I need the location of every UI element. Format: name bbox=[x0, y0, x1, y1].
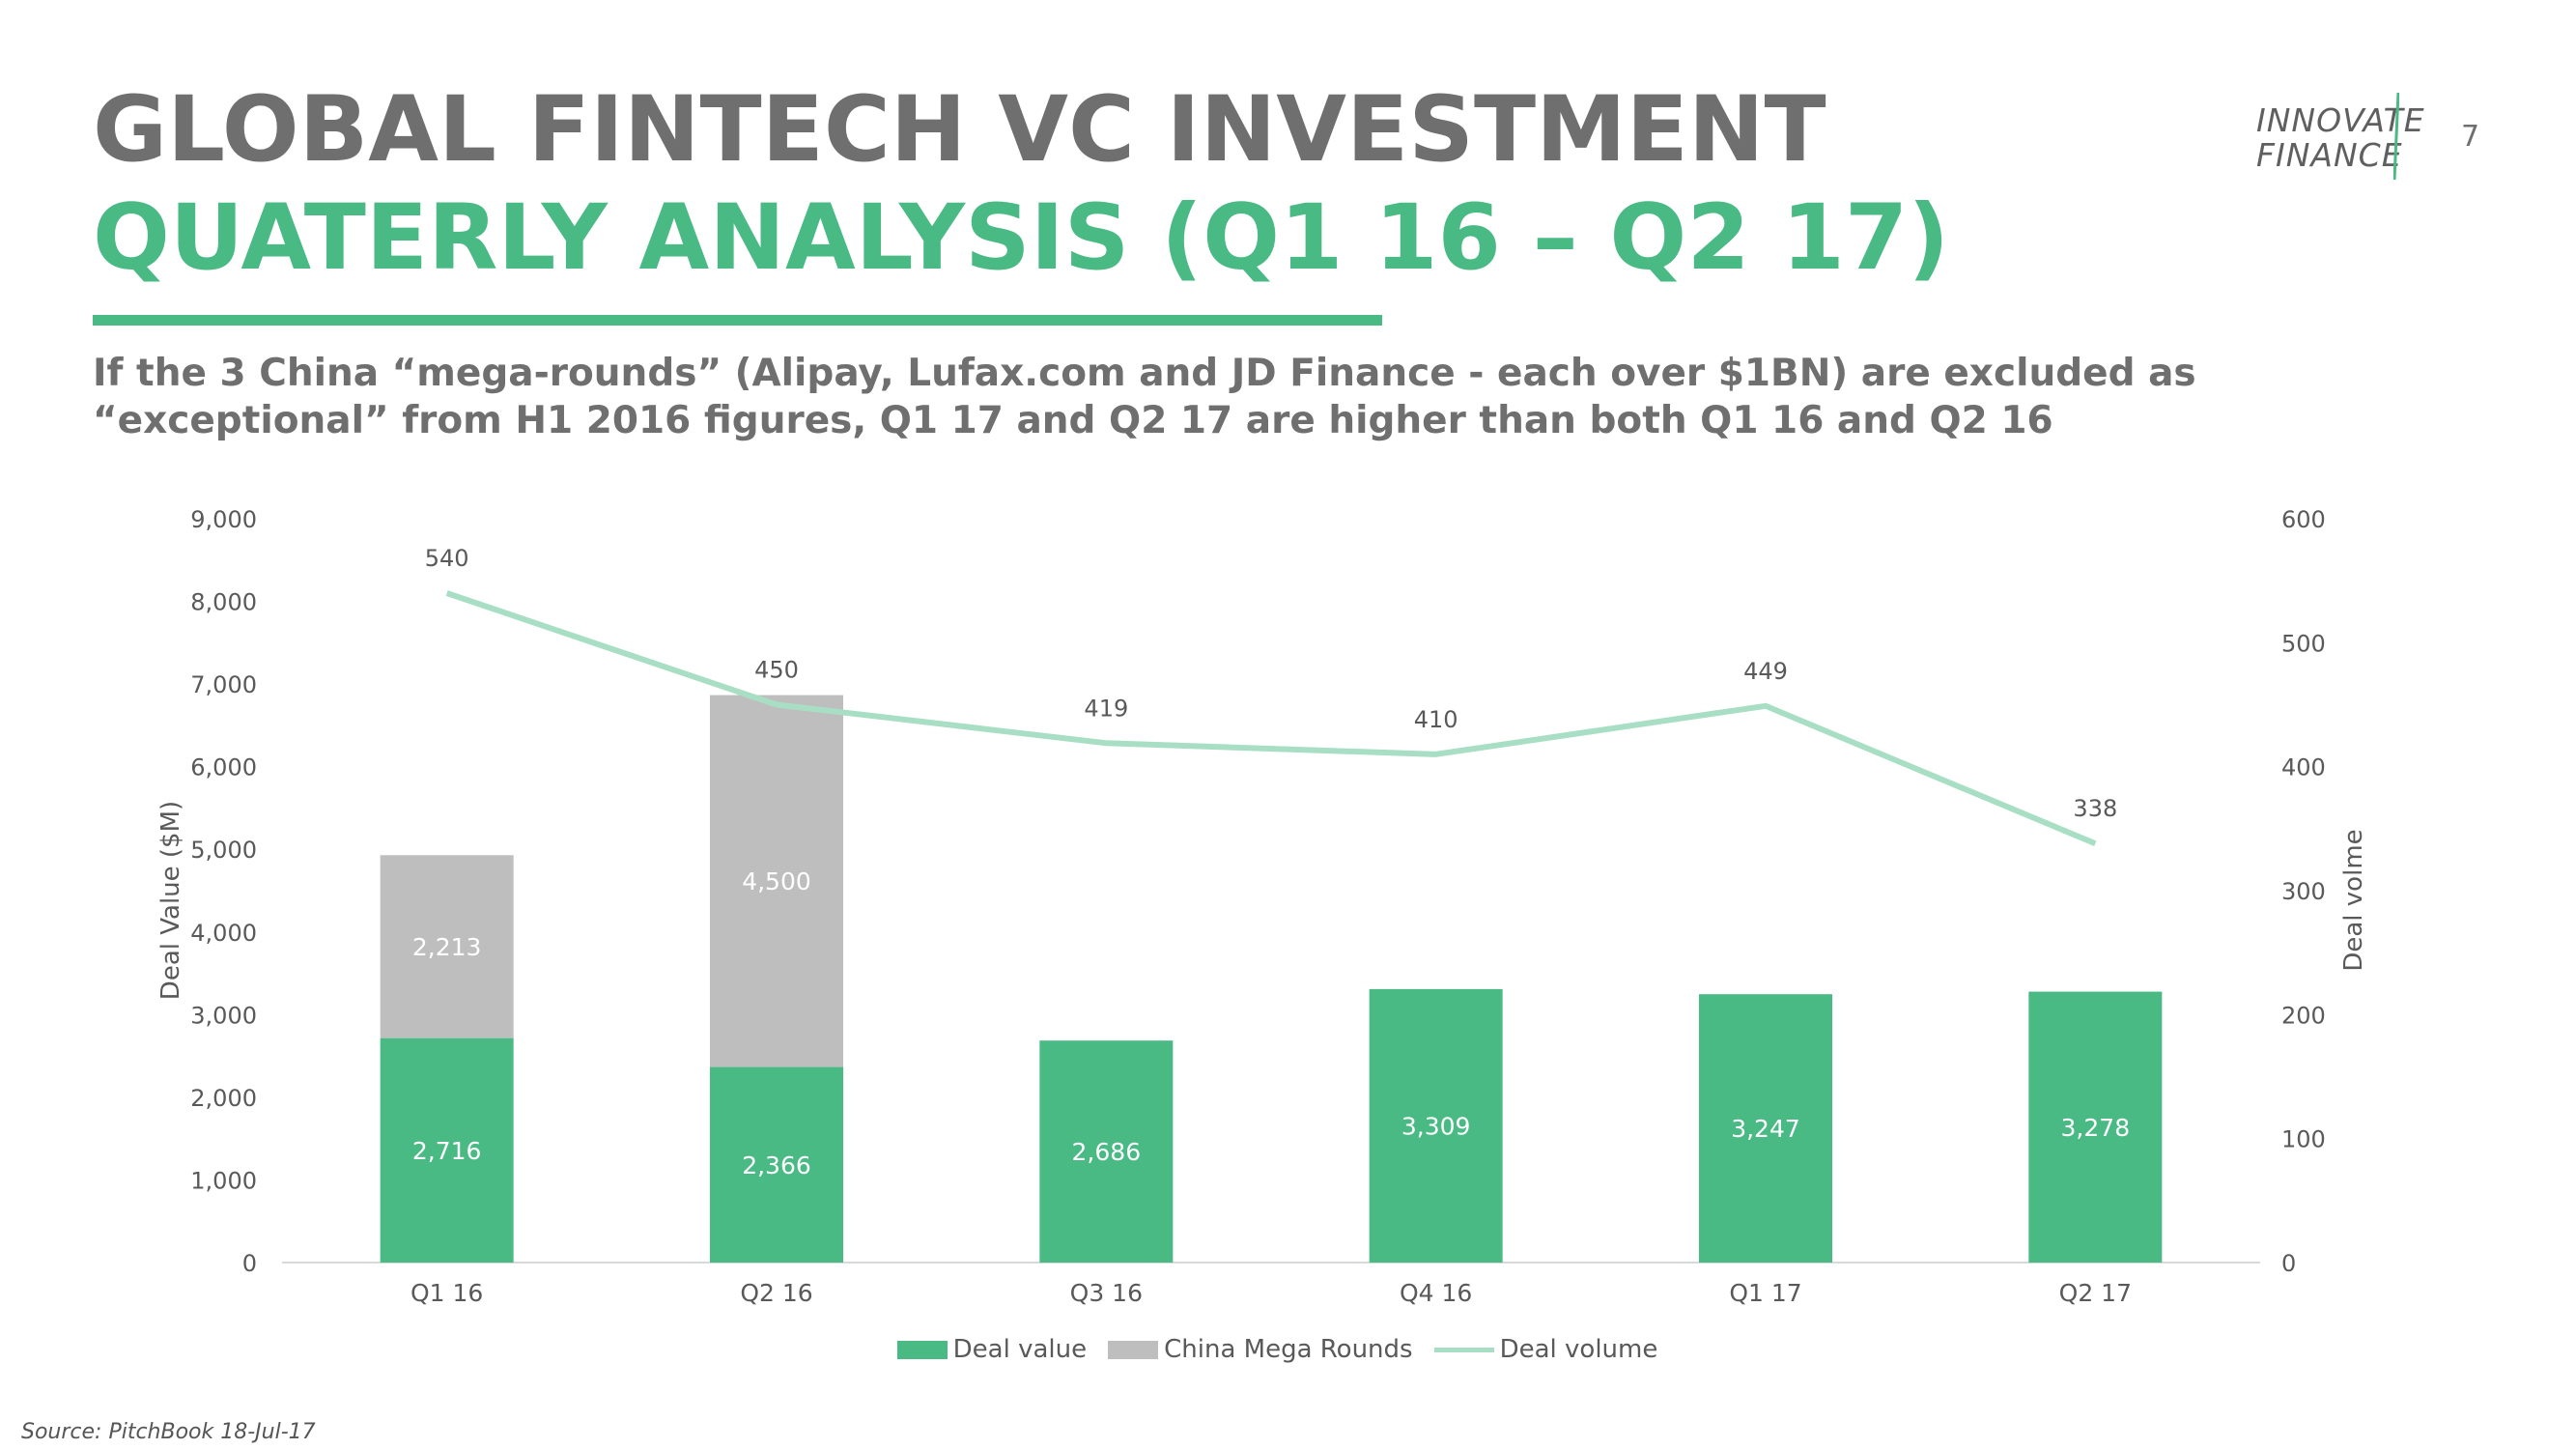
deal-value-chart: 0 1,000 2,000 3,000 4,000 5,000 6,000 7,000 8,00… bbox=[156, 506, 2368, 1307]
legend-swatch-china-mega-rounds bbox=[1108, 1340, 1159, 1359]
bar-deal-value bbox=[2028, 991, 2163, 1263]
bar-deal-value bbox=[1699, 994, 1832, 1263]
bar-label-deal-value: 3,247 bbox=[1731, 1115, 1800, 1143]
x-tick-label: Q3 16 bbox=[1070, 1279, 1143, 1307]
bar-label-deal-value: 3,278 bbox=[2061, 1114, 2131, 1142]
y-tick-label: 8,000 bbox=[190, 589, 257, 616]
legend-label-deal-value: Deal value bbox=[952, 1335, 1088, 1364]
x-tick-label: Q4 16 bbox=[1400, 1279, 1472, 1307]
source-note: Source: PitchBook 18-Jul-17 bbox=[21, 1420, 316, 1444]
line-label-deal-volume: 410 bbox=[1414, 706, 1458, 733]
legend-label-deal-volume: Deal volume bbox=[1499, 1335, 1658, 1364]
chart-description: If the 3 China “mega-rounds” (Alipay, Lu… bbox=[93, 352, 2196, 442]
bar-deal-value bbox=[1039, 1040, 1174, 1263]
legend-label-china-mega-rounds: China Mega Rounds bbox=[1164, 1335, 1413, 1364]
line-deal-volume bbox=[445, 590, 2097, 847]
y-tick-label: 6,000 bbox=[190, 754, 257, 781]
y2-tick-label: 600 bbox=[2281, 506, 2326, 533]
x-tick-label: Q2 17 bbox=[2059, 1279, 2132, 1307]
bar-china-mega-rounds bbox=[380, 855, 514, 1038]
page-title: GLOBAL FINTECH VC INVESTMENT bbox=[93, 77, 1826, 183]
bar-label-deal-value: 2,686 bbox=[1072, 1138, 1142, 1166]
page-number: 7 bbox=[2461, 120, 2480, 154]
y-tick-label: 3,000 bbox=[190, 1002, 257, 1029]
slash-logo-icon bbox=[2393, 93, 2399, 180]
legend-item-deal-volume: Deal volume bbox=[1433, 1335, 1658, 1364]
page-subtitle-heading: QUATERLY ANALYSIS (Q1 16 – Q2 17) bbox=[93, 185, 1950, 291]
bar-label-deal-value: 2,716 bbox=[412, 1137, 482, 1165]
line-label-deal-volume: 540 bbox=[425, 545, 469, 572]
x-tick-label: Q1 16 bbox=[410, 1279, 483, 1307]
x-tick-label: Q2 16 bbox=[740, 1279, 812, 1307]
bar-label-china-mega-rounds: 2,213 bbox=[412, 933, 482, 961]
chart-legend: Deal value China Mega Rounds Deal volume bbox=[0, 1335, 2576, 1364]
line-label-deal-volume: 338 bbox=[2073, 795, 2117, 822]
bar-label-deal-value: 3,309 bbox=[1401, 1112, 1471, 1140]
y-tick-label: 5,000 bbox=[190, 837, 257, 864]
x-tick-label: Q1 17 bbox=[1729, 1279, 1801, 1307]
line-label-deal-volume: 419 bbox=[1084, 695, 1128, 722]
bar-deal-value bbox=[710, 1066, 843, 1263]
bar-label-china-mega-rounds: 4,500 bbox=[742, 867, 811, 895]
y2-tick-label: 0 bbox=[2281, 1250, 2296, 1277]
y2-tick-label: 400 bbox=[2281, 754, 2326, 781]
y2-tick-label: 200 bbox=[2281, 1002, 2326, 1029]
logo-line2: FINANCE bbox=[2256, 136, 2403, 174]
bar-deal-value bbox=[380, 1037, 514, 1263]
legend-item-deal-value: Deal value bbox=[896, 1335, 1088, 1364]
bar-china-mega-rounds bbox=[710, 695, 843, 1067]
y-axis-title: Deal Value ($M) bbox=[156, 801, 185, 1000]
y-tick-label: 1,000 bbox=[190, 1167, 257, 1194]
bar-label-deal-value: 2,366 bbox=[742, 1151, 811, 1179]
y2-tick-label: 300 bbox=[2281, 878, 2326, 905]
line-label-deal-volume: 449 bbox=[1743, 658, 1788, 685]
legend-item-china-mega-rounds: China Mega Rounds bbox=[1108, 1335, 1413, 1364]
y-tick-label: 4,000 bbox=[190, 920, 257, 947]
y-tick-label: 0 bbox=[242, 1250, 257, 1277]
y-tick-label: 9,000 bbox=[190, 506, 257, 533]
y2-axis-title: Deal volme bbox=[2339, 829, 2368, 971]
y-tick-label: 7,000 bbox=[190, 671, 257, 698]
y2-tick-label: 100 bbox=[2281, 1126, 2326, 1153]
y-tick-label: 2,000 bbox=[190, 1085, 257, 1112]
y2-tick-label: 500 bbox=[2281, 630, 2326, 657]
legend-line-deal-volume bbox=[1433, 1347, 1494, 1352]
legend-swatch-deal-value bbox=[896, 1340, 948, 1359]
bar-deal-value bbox=[1369, 988, 1503, 1263]
line-label-deal-volume: 450 bbox=[754, 657, 799, 684]
title-underline bbox=[93, 315, 1382, 326]
